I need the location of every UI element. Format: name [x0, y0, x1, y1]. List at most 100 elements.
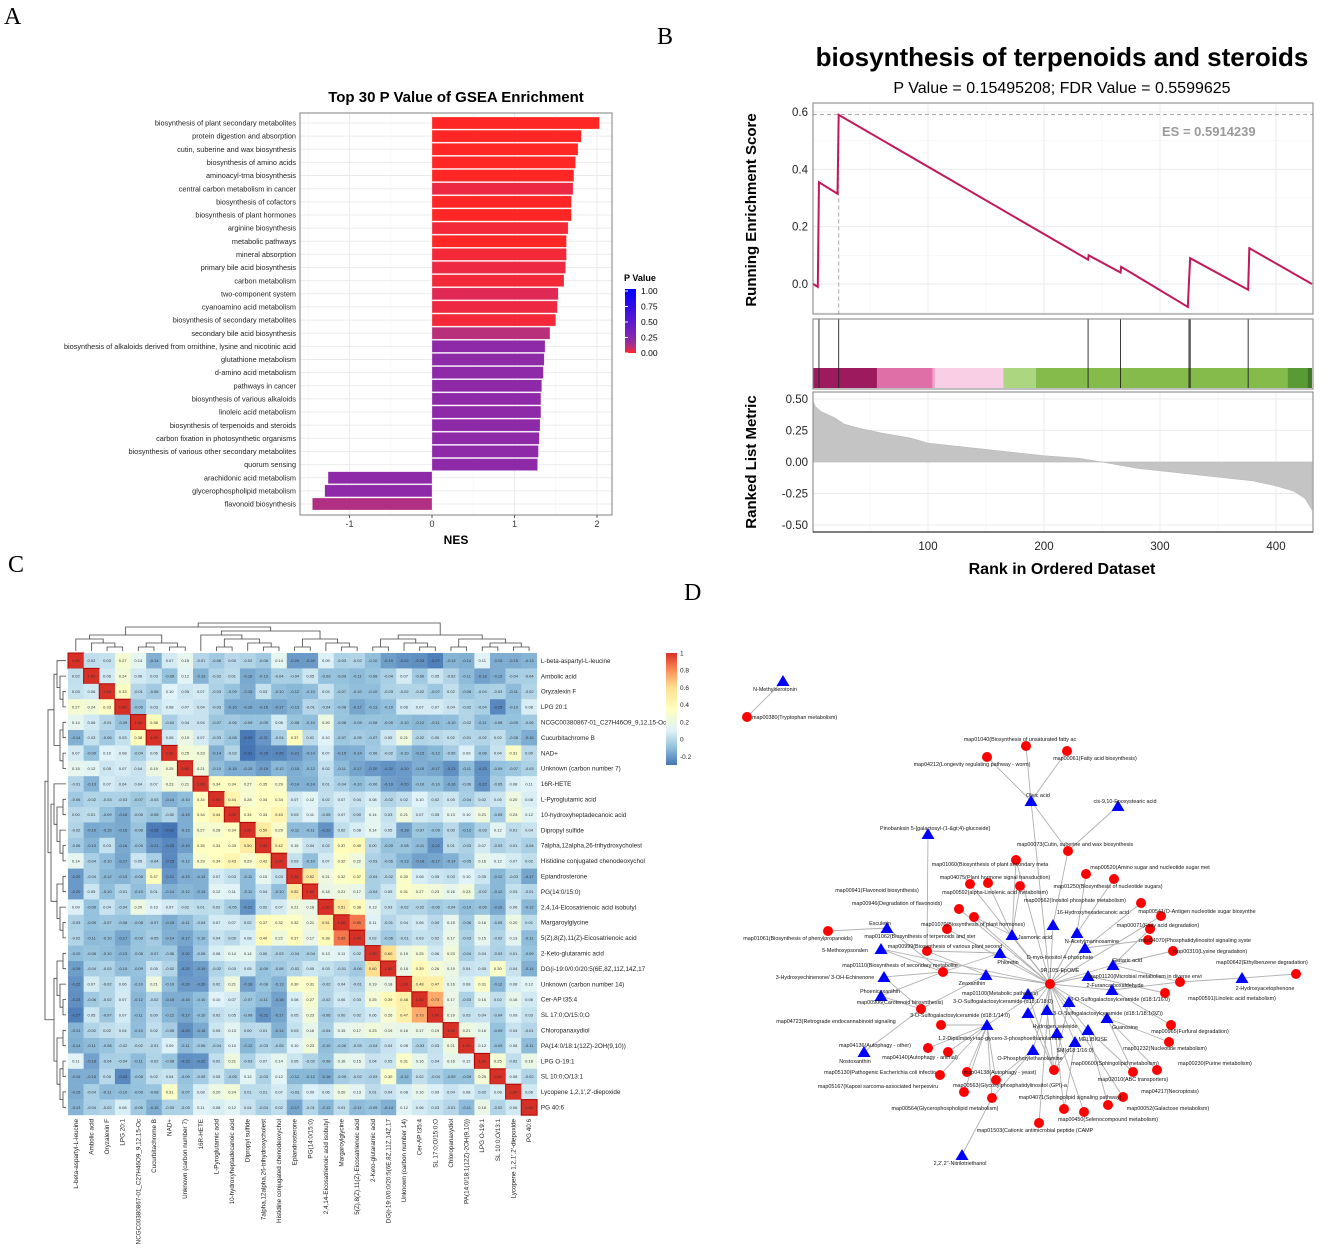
cell-value: -0.09 [134, 1089, 144, 1094]
cell-value: 0.05 [431, 812, 440, 817]
cell-value: -0.03 [525, 766, 535, 771]
cell-value: 0.22 [353, 858, 362, 863]
cell-value: -0.23 [181, 1028, 191, 1033]
cell-value: -0.11 [181, 1043, 191, 1048]
row-label: NCGC00380867-01_C27H46O9_9,12,15-Oc [541, 720, 666, 727]
heatmap-cell [83, 1084, 100, 1100]
row-label: 16R-HETE [541, 781, 571, 788]
cell-value: -0.04 [274, 735, 284, 740]
heatmap-cell [255, 930, 272, 946]
heatmap-cell [349, 760, 366, 777]
cell-value: -0.10 [103, 858, 113, 863]
cell-value: 0.21 [306, 920, 315, 925]
heatmap-cell [333, 760, 350, 777]
cell-value: -0.10 [71, 951, 81, 956]
metabolite-triangle-icon [1070, 927, 1084, 938]
cell-value: -0.12 [103, 874, 113, 879]
y-axis-title-es: Running Enrichment Score [743, 113, 760, 306]
cell-value: -0.02 [415, 735, 425, 740]
cell-value: -0.07 [337, 689, 347, 694]
cell-value: 0.06 [166, 735, 175, 740]
cell-value: -0.11 [87, 1043, 97, 1048]
heatmap-cell [458, 899, 475, 915]
heatmap-cell [239, 1053, 256, 1069]
heatmap-cell [146, 776, 162, 792]
cell-value: -0.07 [134, 797, 144, 802]
cell-value: 0.07 [510, 858, 519, 863]
category-label: secondary bile acid biosynthesis [191, 329, 296, 338]
metabolite-triangle-icon [1024, 795, 1038, 806]
metabolite-triangle-icon [874, 943, 888, 954]
bar [431, 287, 559, 301]
heatmap-cell [177, 914, 194, 931]
cell-value: 0.39 [416, 966, 425, 971]
heatmap-cell [318, 914, 334, 931]
heatmap-cell [333, 899, 350, 915]
cell-value: -0.04 [87, 966, 97, 971]
metabolite-label: N-Acetylmannosamine [1065, 939, 1119, 945]
heatmap-cell [427, 945, 444, 962]
column-label: 16R-HETE [198, 1119, 205, 1149]
heatmap-cell [364, 991, 381, 1008]
heatmap-cell [318, 868, 334, 885]
heatmap-cell [114, 945, 131, 962]
cell-value: -0.27 [71, 1012, 81, 1017]
heatmap-cell [411, 807, 428, 823]
cell-value: 0.04 [525, 828, 534, 833]
heatmap-cell [224, 822, 241, 838]
cell-value: -0.10 [212, 766, 222, 771]
cell-value: -0.08 [118, 920, 128, 925]
heatmap-cell [161, 930, 178, 946]
cell-value: 0.73 [416, 1012, 425, 1017]
category-label: flavonoid biosynthesis [225, 500, 297, 509]
heatmap-cell [505, 822, 522, 838]
rank-color-band-segment [876, 368, 933, 388]
cell-value: 0.05 [494, 797, 503, 802]
heatmap-cell [271, 1038, 288, 1054]
cell-value: -0.02 [212, 674, 222, 679]
heatmap-cell [364, 745, 381, 761]
cell-value: 0.06 [134, 674, 143, 679]
heatmap-cell [474, 1084, 491, 1100]
cell-value: -0.09 [87, 920, 97, 925]
heatmap-cell [239, 714, 256, 731]
pathway-circle-icon [1136, 898, 1146, 908]
heatmap-cell [83, 791, 100, 808]
row-label: PG 40:6 [541, 1105, 565, 1112]
heatmap-cell [224, 699, 241, 715]
bar [431, 353, 545, 366]
network-edge [886, 927, 944, 973]
metabolite-triangle-icon [1081, 970, 1095, 981]
cell-value: 0.15 [72, 766, 81, 771]
cell-value: 0.05 [447, 797, 456, 802]
cell-value: 1.00 [197, 781, 206, 786]
heatmap-cell [208, 822, 225, 838]
heatmap-cell [318, 683, 334, 700]
network-edge [1049, 924, 1054, 985]
heatmap-cell [318, 776, 334, 792]
heatmap-cell [255, 699, 272, 715]
heatmap-cell [318, 653, 334, 669]
cell-value: -0.09 [259, 966, 269, 971]
cell-value: -0.02 [149, 997, 159, 1002]
heatmap-cell [302, 976, 319, 992]
heatmap-cell [474, 791, 491, 808]
column-label: Ambolic acid [88, 1119, 95, 1155]
pathway-label: map00052(Galactose metabolism) [1127, 1106, 1210, 1112]
pathway-label: map00071(Fatty acid degradation) [1117, 923, 1200, 929]
heatmap-cell [208, 668, 225, 684]
cell-value: -0.20 [181, 982, 191, 987]
network-edge [1112, 950, 1174, 966]
cell-value: -0.19 [71, 966, 81, 971]
heatmap-cell [146, 1053, 162, 1069]
heatmap-cell [521, 730, 538, 746]
gsea-enrichment-plot: biosynthesis of terpenoids and steroidsP… [743, 42, 1314, 578]
heatmap-cell [68, 1053, 84, 1069]
cell-value: 0.17 [306, 935, 315, 940]
cell-value: 0.28 [244, 797, 253, 802]
cell-value: 0.00 [353, 812, 362, 817]
metabolite-triangle-icon [1026, 1044, 1040, 1055]
cell-value: -0.03 [368, 1074, 378, 1079]
heatmap-cell [193, 837, 209, 854]
heatmap-cell [411, 914, 428, 931]
